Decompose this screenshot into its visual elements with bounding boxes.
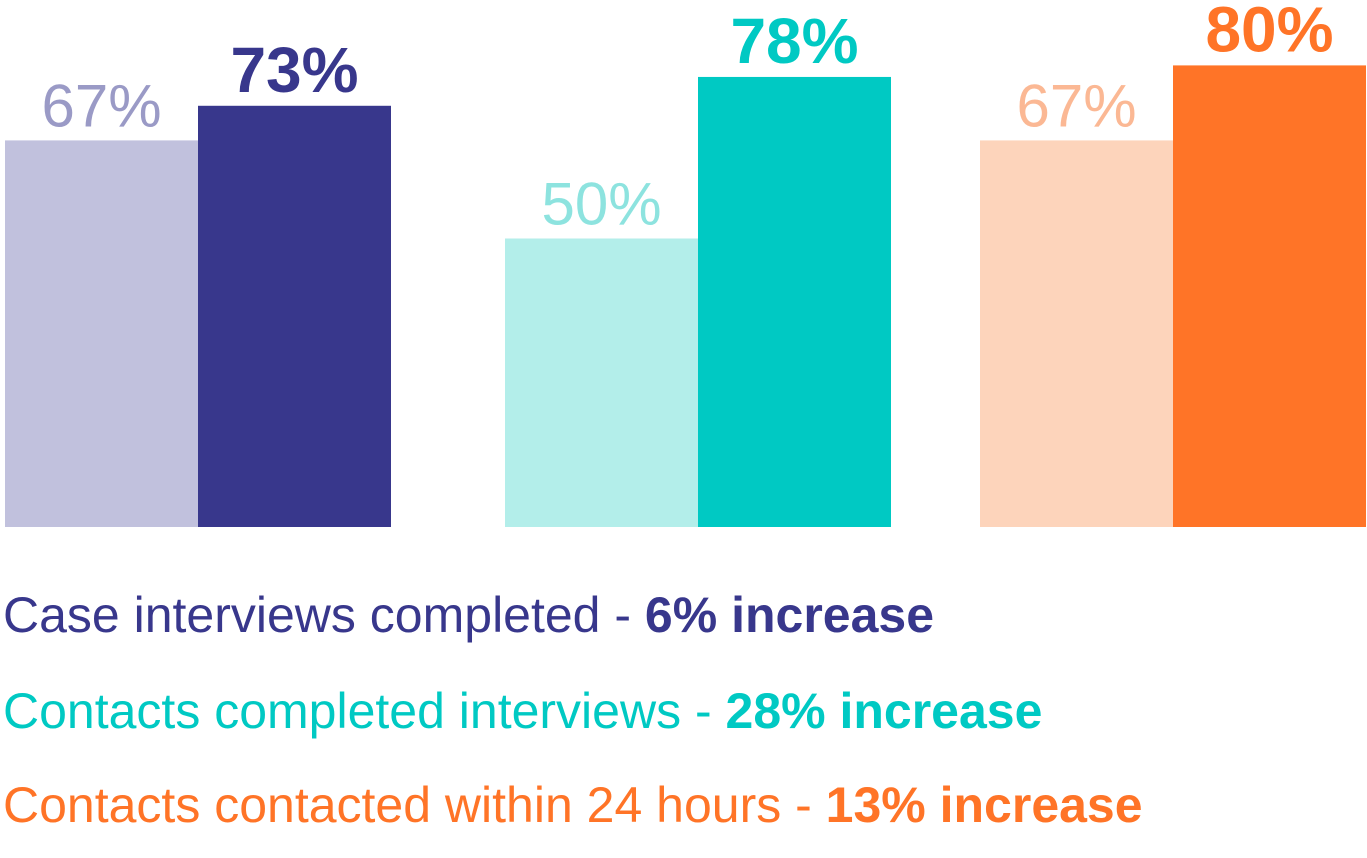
value-label: 50% [541,171,661,238]
caption: Case interviews completed - 6% increase [3,587,934,643]
bar [5,140,198,527]
caption-text: Case interviews completed - [3,587,645,643]
bar [980,140,1173,527]
bar [1173,65,1366,528]
caption-highlight: 13% increase [826,777,1143,833]
bar [505,238,698,527]
bar [698,76,891,527]
value-label: 73% [230,34,358,106]
caption: Contacts contacted within 24 hours - 13%… [3,777,1143,833]
value-label: 80% [1205,0,1333,65]
caption-highlight: 28% increase [726,683,1043,739]
caption-highlight: 6% increase [645,587,934,643]
caption-text: Contacts contacted within 24 hours - [3,777,826,833]
value-label: 67% [41,72,161,139]
value-label: 67% [1016,72,1136,139]
value-label: 78% [730,5,858,77]
caption: Contacts completed interviews - 28% incr… [3,683,1042,739]
caption-text: Contacts completed interviews - [3,683,726,739]
bar [198,105,391,527]
